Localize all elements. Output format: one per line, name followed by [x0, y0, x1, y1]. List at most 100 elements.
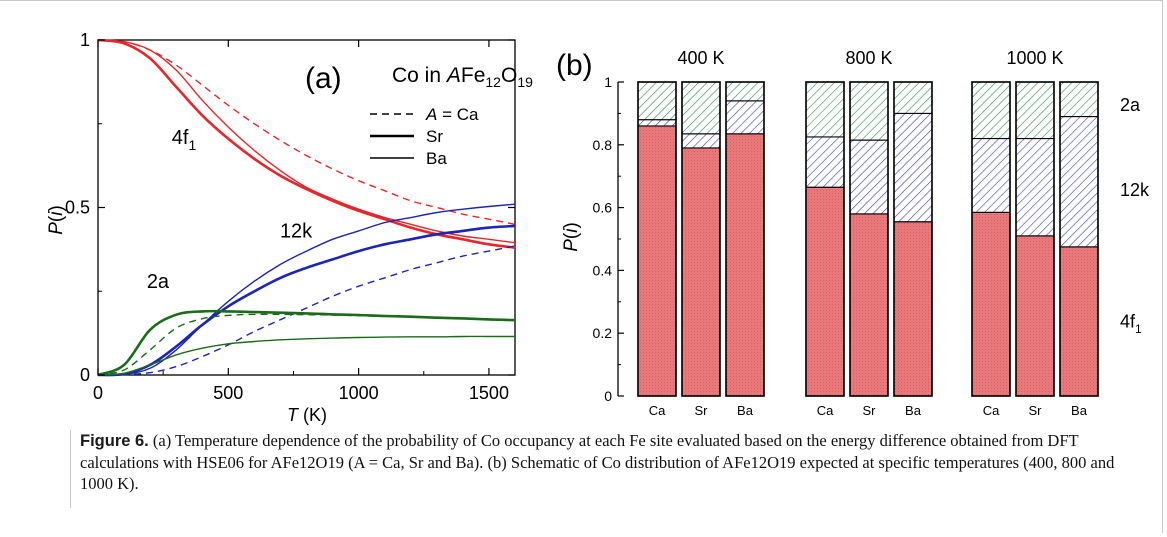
- series-12k-sr: [97, 224, 516, 377]
- segment-4f1: [725, 133, 765, 397]
- panel-a-curves: [97, 38, 516, 377]
- panel-b-stacked-bar-chart: (b) 0 0.2 0.4 0.6 0.8 1 400 K 800 K 1000 K Ca Sr…: [556, 48, 1150, 418]
- bar-category-label: Ba: [737, 403, 754, 418]
- panel-b-ticks: 0 0.2 0.4 0.6 0.8 1: [593, 74, 624, 404]
- segment-2a: [971, 81, 1011, 140]
- segment-2a: [1015, 81, 1055, 140]
- panel-b-y-tick-label: 0.4: [593, 262, 613, 278]
- panel-b-y-tick-label: 0.8: [593, 137, 613, 153]
- segment-label-4f1: 4f1: [1120, 312, 1142, 336]
- segment-4f1: [971, 211, 1011, 397]
- caption-text: (a) Temperature dependence of the probab…: [80, 431, 1115, 493]
- bar-1000k-ba: [1059, 81, 1099, 397]
- segment-4f1: [1059, 246, 1099, 397]
- bar-outline: [805, 81, 845, 397]
- group-temperature-label: 1000 K: [1006, 48, 1063, 68]
- segment-4f1: [805, 186, 845, 397]
- panel-b-y-tick-label: 0: [604, 388, 612, 404]
- panel-a-ticks: 0 500 1000 1500 0 0.5 1: [65, 30, 515, 403]
- panel-a-y-tick-label: 1: [80, 30, 90, 50]
- bar-1000k-sr: [1015, 81, 1055, 397]
- bar-400k-sr: [681, 81, 721, 397]
- panel-b-y-tick-label: 0.6: [593, 200, 613, 216]
- segment-12k: [637, 119, 677, 127]
- panel-a-y-tick-label: 0.5: [65, 198, 90, 218]
- bar-category-label: Ba: [905, 403, 922, 418]
- caption-rule: [70, 430, 71, 508]
- bar-category-label: Sr: [1029, 403, 1043, 418]
- segment-2a: [681, 81, 721, 135]
- segment-2a: [805, 81, 845, 138]
- series-12k-ca: [97, 245, 516, 376]
- segment-4f1: [849, 213, 889, 397]
- bar-outline: [1059, 81, 1099, 397]
- segment-label-2a: 2a: [1120, 95, 1141, 115]
- panel-a-ylabel: P(i): [46, 205, 67, 235]
- bar-outline: [725, 81, 765, 397]
- panel-b-group-labels: 400 K 800 K 1000 K: [677, 48, 1063, 68]
- bar-outline: [849, 81, 889, 397]
- panel-b-y-tick-label: 0.2: [593, 325, 613, 341]
- segment-12k: [1015, 137, 1055, 237]
- segment-12k: [681, 133, 721, 149]
- segment-4f1: [637, 125, 677, 397]
- panel-b-bars: [637, 81, 1099, 397]
- segment-2a: [725, 81, 765, 102]
- bar-category-label: Sr: [863, 403, 877, 418]
- segment-4f1: [681, 147, 721, 397]
- bar-category-label: Ca: [817, 403, 834, 418]
- series-4f1-ca: [97, 39, 516, 225]
- panel-a-xlabel: T (K): [287, 405, 327, 425]
- site-label-12k: 12k: [280, 221, 313, 243]
- series-2a-ba: [97, 335, 515, 376]
- panel-a-line-chart: 0 500 1000 1500 0 0.5 1 (a) Co in AFe12O19 A =…: [46, 30, 533, 425]
- panel-b-segment-labels: 2a 12k 4f1: [1120, 95, 1150, 336]
- segment-2a: [849, 81, 889, 141]
- bar-category-label: Ba: [1071, 403, 1088, 418]
- bar-category-label: Ca: [983, 403, 1000, 418]
- caption-label: Figure 6.: [80, 432, 149, 450]
- group-temperature-label: 400 K: [677, 48, 724, 68]
- segment-2a: [1059, 81, 1099, 118]
- segment-4f1: [1015, 235, 1055, 397]
- panel-b-ylabel: P(i): [561, 222, 582, 252]
- segment-12k: [805, 136, 845, 188]
- panel-b-y-tick-label: 1: [604, 74, 612, 90]
- bar-800k-sr: [849, 81, 889, 397]
- panel-a-x-tick-label: 1000: [339, 383, 379, 403]
- segment-2a: [893, 81, 933, 114]
- panel-a-x-tick-label: 0: [93, 383, 103, 403]
- segment-label-12k: 12k: [1120, 180, 1150, 200]
- segment-4f1: [893, 221, 933, 397]
- bar-400k-ca: [637, 81, 677, 397]
- bar-outline: [1015, 81, 1055, 397]
- bar-outline: [893, 81, 933, 397]
- bar-category-label: Sr: [695, 403, 709, 418]
- bar-800k-ba: [893, 81, 933, 397]
- bar-400k-ba: [725, 81, 765, 397]
- figure-caption: Figure 6. (a) Temperature dependence of …: [80, 430, 1140, 494]
- group-temperature-label: 800 K: [845, 48, 892, 68]
- panel-b-category-labels: Ca Sr Ba Ca Sr Ba Ca Sr Ba: [649, 403, 1088, 418]
- panel-a-legend: A = Ca Sr Ba: [370, 105, 479, 168]
- series-2a-sr: [97, 309, 516, 377]
- legend-label-1: Sr: [426, 127, 443, 146]
- bar-1000k-ca: [971, 81, 1011, 397]
- series-12k-ba: [97, 203, 516, 376]
- legend-label-0: A = Ca: [425, 105, 479, 124]
- segment-12k: [971, 137, 1011, 213]
- bar-outline: [637, 81, 677, 397]
- segment-12k: [725, 100, 765, 135]
- site-label-2a: 2a: [147, 271, 170, 293]
- panel-a-label: (a): [305, 62, 342, 95]
- bar-800k-ca: [805, 81, 845, 397]
- panel-b-label: (b): [556, 49, 593, 82]
- bar-outline: [681, 81, 721, 397]
- panel-a-x-tick-label: 500: [213, 383, 243, 403]
- series-4f1-sr: [97, 38, 516, 249]
- panel-a-x-tick-label: 1500: [469, 383, 509, 403]
- panel-a-title: Co in AFe12O19: [392, 64, 533, 90]
- site-label-4f1: 4f1: [172, 127, 197, 153]
- panel-a-site-labels: 4f1 12k 2a: [147, 127, 313, 293]
